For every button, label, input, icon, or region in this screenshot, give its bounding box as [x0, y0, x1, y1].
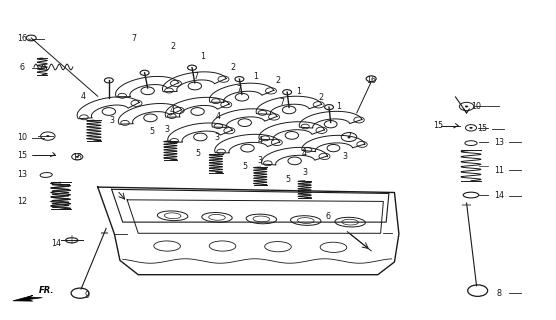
Circle shape: [46, 135, 49, 137]
Text: 11: 11: [494, 166, 504, 175]
Text: 7: 7: [346, 132, 351, 140]
Text: 4: 4: [216, 113, 221, 122]
Text: 2: 2: [230, 63, 235, 72]
Text: 14: 14: [51, 239, 61, 248]
Text: 3: 3: [215, 133, 220, 142]
Text: 1: 1: [254, 72, 259, 81]
Text: 9: 9: [84, 291, 89, 300]
Circle shape: [465, 106, 468, 108]
Text: 4: 4: [258, 136, 263, 145]
Text: 2: 2: [170, 42, 175, 52]
Text: 6: 6: [19, 63, 24, 72]
Text: 7: 7: [131, 35, 136, 44]
Text: 5: 5: [195, 149, 200, 158]
Text: 2: 2: [319, 93, 324, 102]
Text: 7: 7: [280, 98, 285, 107]
Text: 10: 10: [17, 133, 27, 142]
Text: 3: 3: [302, 168, 307, 177]
Text: 13: 13: [17, 170, 27, 179]
Text: 12: 12: [17, 197, 27, 206]
Text: 5: 5: [285, 175, 291, 184]
Text: 4: 4: [302, 149, 307, 158]
Text: 4: 4: [170, 106, 175, 115]
Text: 1: 1: [336, 102, 341, 111]
Text: 6: 6: [325, 212, 330, 221]
Circle shape: [76, 156, 79, 158]
Text: 13: 13: [494, 138, 504, 147]
Text: 3: 3: [342, 152, 347, 161]
Text: 15: 15: [72, 153, 82, 162]
Polygon shape: [13, 295, 42, 301]
Text: 15: 15: [477, 124, 487, 133]
Text: 16: 16: [17, 35, 27, 44]
Text: 2: 2: [275, 76, 281, 85]
Text: 1: 1: [296, 87, 301, 96]
Text: 3: 3: [165, 125, 170, 134]
Text: 16: 16: [366, 76, 376, 85]
Text: 7: 7: [237, 85, 242, 94]
Text: 3: 3: [109, 116, 114, 125]
Text: 3: 3: [258, 156, 263, 164]
Text: 7: 7: [193, 72, 198, 81]
Text: 14: 14: [494, 191, 504, 200]
Text: 10: 10: [471, 102, 481, 111]
Text: 8: 8: [497, 289, 502, 298]
Text: 15: 15: [17, 151, 27, 160]
Text: 4: 4: [80, 92, 85, 101]
Circle shape: [348, 136, 351, 138]
Text: 1: 1: [201, 52, 206, 61]
Text: 5: 5: [149, 127, 154, 136]
Text: 5: 5: [242, 162, 247, 171]
Text: 15: 15: [433, 121, 443, 130]
Text: FR.: FR.: [38, 286, 54, 295]
Circle shape: [469, 127, 473, 129]
